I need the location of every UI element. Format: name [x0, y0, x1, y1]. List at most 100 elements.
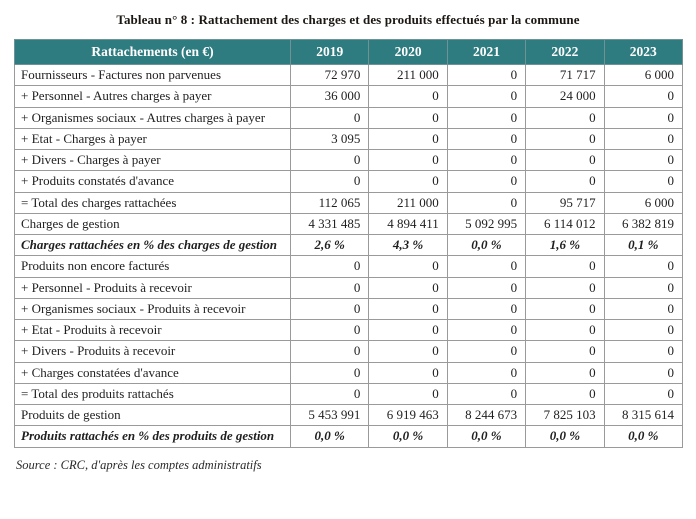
value-cell: 0	[289, 318, 370, 342]
value-cell: 0	[525, 148, 605, 172]
value-cell: 0	[603, 276, 683, 299]
value-cell: 0	[368, 85, 448, 108]
table-row: + Organismes sociaux - Produits à recevo…	[14, 297, 683, 321]
value-cell: 0	[368, 127, 448, 151]
value-cell: 0	[603, 255, 683, 278]
value-cell: 0	[446, 63, 527, 87]
table-row: + Produits constatés d'avance 0 0 0 0 0	[14, 170, 683, 193]
value-cell: 0	[289, 276, 370, 299]
value-cell: 0	[446, 361, 527, 384]
value-cell: 0,0 %	[603, 425, 683, 448]
value-cell: 0	[289, 106, 370, 129]
value-cell: 6 000	[603, 191, 683, 214]
header-cell-rattachements: Rattachements (en €)	[14, 39, 291, 65]
table-row: + Personnel - Autres charges à payer 36 0…	[14, 85, 683, 108]
table-row: = Total des produits rattachés 0 0 0 0 0	[14, 382, 683, 406]
value-cell: 211 000	[368, 63, 448, 87]
value-cell: 36 000	[289, 85, 370, 108]
value-cell: 0	[603, 297, 683, 321]
row-label: = Total des produits rattachés	[14, 382, 291, 406]
header-cell-2022: 2022	[525, 39, 605, 65]
row-label: Charges de gestion	[14, 212, 291, 236]
value-cell: 4 894 411	[368, 212, 448, 236]
value-cell: 0	[603, 340, 683, 363]
table-row: + Personnel - Produits à recevoir 0 0 0 0 0	[14, 276, 683, 299]
value-cell: 0	[289, 255, 370, 278]
table-row: Produits de gestion 5 453 991 6 919 463 8 2…	[14, 403, 683, 427]
table-row: + Etat - Charges à payer 3 095 0 0 0 0	[14, 127, 683, 151]
value-cell: 0	[368, 340, 448, 363]
row-label: + Produits constatés d'avance	[14, 170, 291, 193]
row-label: + Divers - Charges à payer	[14, 148, 291, 172]
value-cell: 0	[368, 297, 448, 321]
value-cell: 0	[289, 297, 370, 321]
value-cell: 0	[525, 170, 605, 193]
value-cell: 0	[446, 127, 527, 151]
value-cell: 8 315 614	[603, 403, 683, 427]
value-cell: 0,1 %	[603, 233, 683, 257]
value-cell: 6 919 463	[368, 403, 448, 427]
value-cell: 0	[446, 297, 527, 321]
row-label: + Personnel - Autres charges à payer	[14, 85, 291, 108]
row-label: = Total des charges rattachées	[14, 191, 291, 214]
table-row: + Organismes sociaux - Autres charges à …	[14, 106, 683, 129]
value-cell: 0	[525, 340, 605, 363]
value-cell: 0	[525, 361, 605, 384]
value-cell: 0	[368, 170, 448, 193]
value-cell: 0	[525, 276, 605, 299]
table-header: Rattachements (en €) 2019 2020 2021 2022…	[14, 39, 683, 65]
table-row: Charges rattachées en % des charges de g…	[14, 233, 683, 257]
table-body: Fournisseurs - Factures non parvenues 72 …	[14, 63, 683, 448]
value-cell: 0	[446, 170, 527, 193]
value-cell: 0	[368, 106, 448, 129]
header-row: Rattachements (en €) 2019 2020 2021 2022…	[14, 39, 683, 65]
value-cell: 0	[603, 85, 683, 108]
value-cell: 0,0 %	[446, 233, 527, 257]
value-cell: 0	[525, 297, 605, 321]
header-cell-2023: 2023	[603, 39, 683, 65]
table-row: Fournisseurs - Factures non parvenues 72 …	[14, 63, 683, 87]
row-label: Produits non encore facturés	[14, 255, 291, 278]
value-cell: 1,6 %	[525, 233, 605, 257]
value-cell: 112 065	[289, 191, 370, 214]
value-cell: 0,0 %	[446, 425, 527, 448]
row-label: + Divers - Produits à recevoir	[14, 340, 291, 363]
row-label: + Etat - Charges à payer	[14, 127, 291, 151]
value-cell: 0	[446, 340, 527, 363]
value-cell: 0	[446, 148, 527, 172]
value-cell: 0	[525, 106, 605, 129]
table-row: + Divers - Charges à payer 0 0 0 0 0	[14, 148, 683, 172]
header-cell-2021: 2021	[446, 39, 527, 65]
value-cell: 211 000	[368, 191, 448, 214]
value-cell: 0	[368, 148, 448, 172]
value-cell: 0	[446, 85, 527, 108]
value-cell: 0	[603, 361, 683, 384]
value-cell: 0	[603, 382, 683, 406]
value-cell: 4,3 %	[368, 233, 448, 257]
row-label: + Charges constatées d'avance	[14, 361, 291, 384]
value-cell: 0	[368, 382, 448, 406]
value-cell: 0	[289, 170, 370, 193]
value-cell: 72 970	[289, 63, 370, 87]
row-label: Produits de gestion	[14, 403, 291, 427]
row-label: + Personnel - Produits à recevoir	[14, 276, 291, 299]
value-cell: 2,6 %	[289, 233, 370, 257]
value-cell: 5 453 991	[289, 403, 370, 427]
value-cell: 0,0 %	[525, 425, 605, 448]
value-cell: 71 717	[525, 63, 605, 87]
value-cell: 0,0 %	[368, 425, 448, 448]
value-cell: 24 000	[525, 85, 605, 108]
value-cell: 6 114 012	[525, 212, 605, 236]
value-cell: 0	[446, 382, 527, 406]
table-row: + Etat - Produits à recevoir 0 0 0 0 0	[14, 318, 683, 342]
value-cell: 0	[603, 148, 683, 172]
table-row: Produits rattachés en % des produits de …	[14, 425, 683, 448]
value-cell: 0	[525, 382, 605, 406]
value-cell: 0	[525, 255, 605, 278]
value-cell: 7 825 103	[525, 403, 605, 427]
value-cell: 0	[446, 318, 527, 342]
value-cell: 5 092 995	[446, 212, 527, 236]
value-cell: 0	[368, 255, 448, 278]
value-cell: 0	[368, 276, 448, 299]
